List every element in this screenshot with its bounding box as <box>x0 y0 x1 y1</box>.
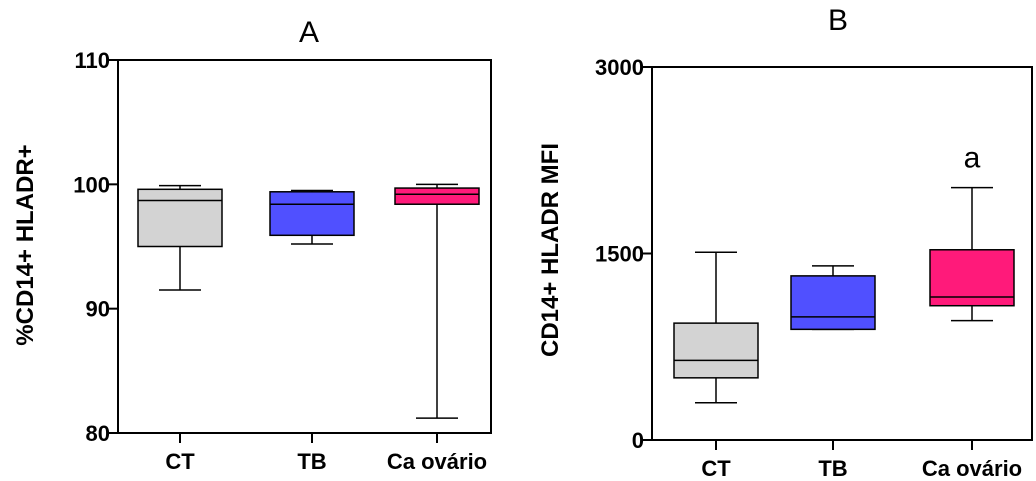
box-2 <box>929 186 1015 322</box>
significance-annotation: a <box>964 142 981 175</box>
x-tick-label: Ca ovário <box>387 449 487 474</box>
y-tick-label: 100 <box>73 172 110 197</box>
x-tick-label: Ca ovário <box>922 456 1022 481</box>
box-iqr <box>394 187 480 205</box>
panel-a-boxes <box>137 183 480 419</box>
box-2 <box>394 183 480 419</box>
box-1 <box>269 189 355 245</box>
panel-b: B CD14+ HLADR MFI 0 1500 3000 CT TB Ca ovári… <box>537 4 1033 481</box>
y-tick-label: 80 <box>86 421 110 446</box>
panel-a-y-ticks: 80 90 100 110 <box>73 48 118 446</box>
panel-b-y-ticks: 0 1500 3000 <box>595 55 652 453</box>
box-1 <box>790 265 876 331</box>
panel-b-x-ticks: CT TB Ca ovário <box>701 440 1022 481</box>
y-tick-label: 110 <box>75 48 111 73</box>
panel-b-annotations: a <box>964 142 981 175</box>
y-tick-label: 0 <box>632 428 644 453</box>
box-iqr <box>269 191 355 237</box>
panel-a-plot-frame <box>117 59 492 434</box>
x-tick-label: TB <box>297 449 326 474</box>
panel-a-x-ticks: CT TB Ca ovário <box>165 433 487 474</box>
box-0 <box>137 184 223 291</box>
panel-b-title: B <box>828 4 848 37</box>
x-tick-label: TB <box>818 456 847 481</box>
panel-a-y-axis-label: %CD14+ HLADR+ <box>12 144 39 345</box>
y-tick-label: 90 <box>86 297 110 322</box>
panel-b-y-axis-label: CD14+ HLADR MFI <box>537 143 564 357</box>
box-iqr <box>790 275 876 331</box>
panel-b-boxes <box>673 186 1015 404</box>
y-tick-label: 1500 <box>595 242 644 267</box>
box-iqr <box>673 322 759 379</box>
panel-a-title: A <box>299 16 319 49</box>
box-iqr <box>137 188 223 248</box>
panel-a: A %CD14+ HLADR+ 80 90 100 110 CT TB Ca ovário <box>12 16 492 474</box>
x-tick-label: CT <box>165 449 195 474</box>
box-0 <box>673 251 759 404</box>
y-tick-label: 3000 <box>595 55 644 80</box>
x-tick-label: CT <box>701 456 731 481</box>
